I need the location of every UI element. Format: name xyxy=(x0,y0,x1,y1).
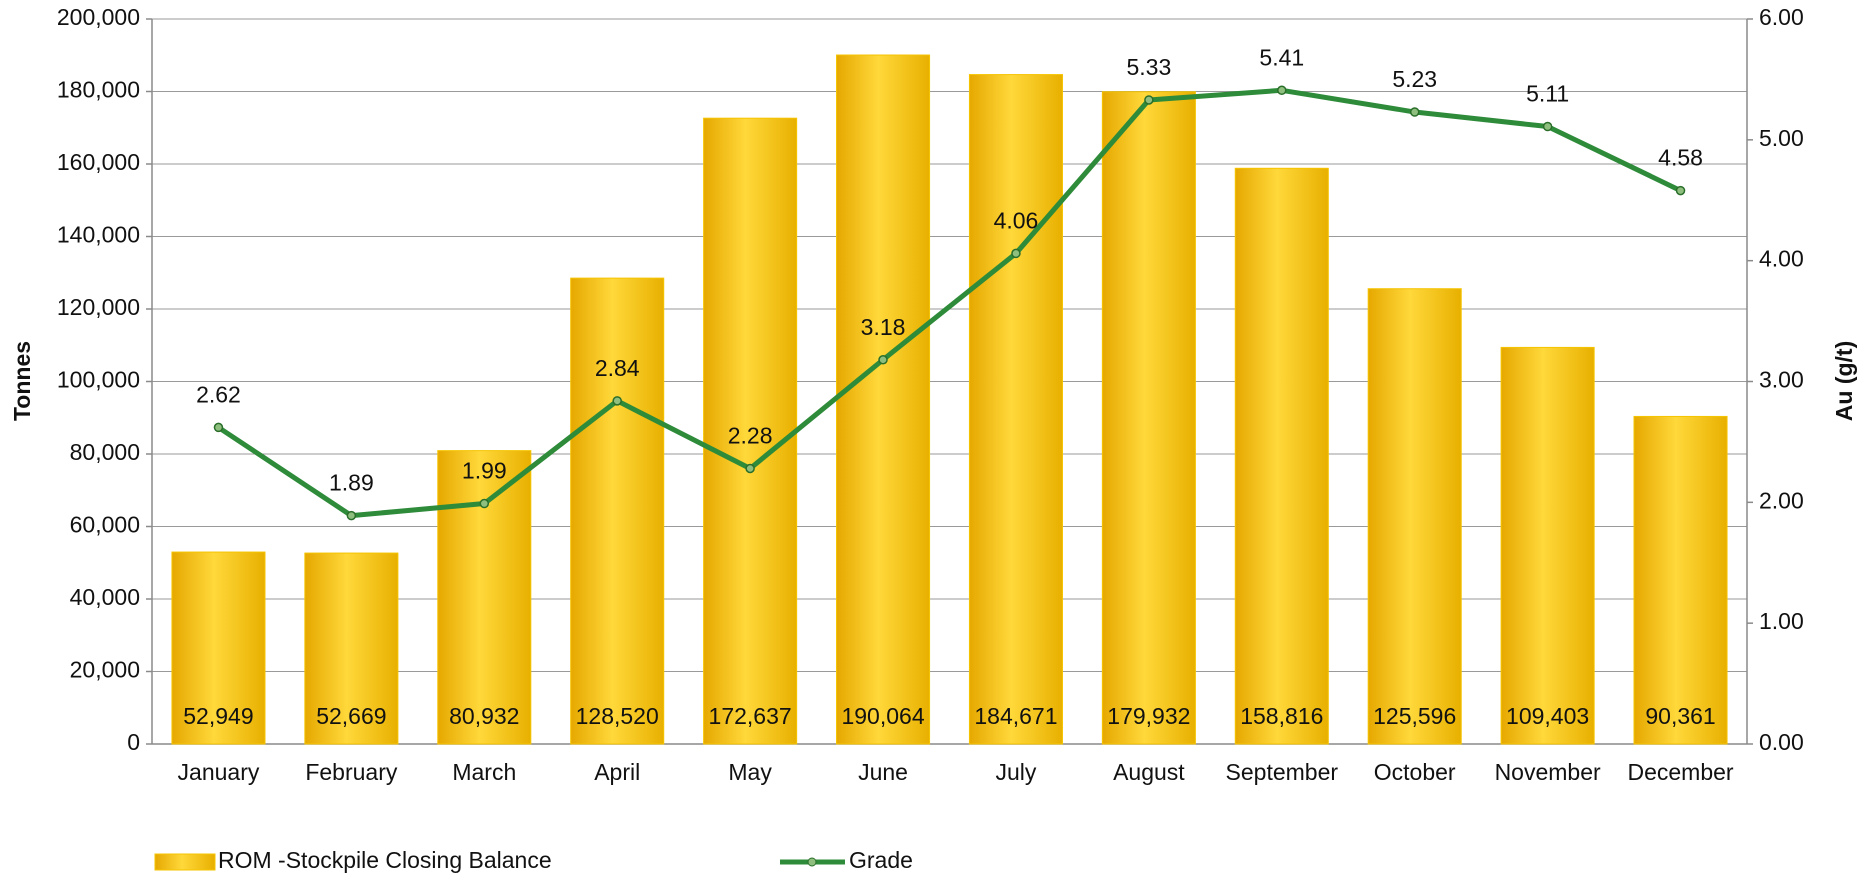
y-tick-label: 200,000 xyxy=(57,4,140,30)
grade-point xyxy=(1409,107,1420,117)
x-tick-label: March xyxy=(452,759,516,785)
bar xyxy=(1500,346,1595,745)
legend-label: Grade xyxy=(849,847,913,873)
bar-value-label: 109,403 xyxy=(1506,703,1589,729)
bar xyxy=(968,74,1063,745)
grade-point xyxy=(1277,85,1287,96)
bar xyxy=(437,450,532,745)
y-tick-label: 40,000 xyxy=(70,584,140,610)
x-tick-label: October xyxy=(1374,759,1456,785)
y-tick-label: 120,000 xyxy=(57,294,140,320)
y-tick-label: 60,000 xyxy=(70,512,140,538)
grade-value-label: 2.84 xyxy=(595,355,640,381)
grade-value-label: 4.58 xyxy=(1658,145,1703,171)
grade-line xyxy=(217,87,1682,519)
bar-value-label: 184,671 xyxy=(974,703,1057,729)
grade-point xyxy=(1542,121,1553,132)
grade-value-label: 2.28 xyxy=(728,423,773,449)
grade-value-label: 4.06 xyxy=(994,207,1039,233)
grade-point xyxy=(878,355,888,365)
y2-tick-label: 6.00 xyxy=(1759,4,1804,30)
grade-point xyxy=(346,510,357,521)
legend-marker xyxy=(807,857,817,867)
y2-tick-label: 1.00 xyxy=(1759,608,1804,634)
grade-value-label: 2.62 xyxy=(196,381,241,407)
x-tick-label: June xyxy=(858,759,908,785)
y2-tick-label: 2.00 xyxy=(1759,487,1804,513)
grade-point xyxy=(1011,248,1021,259)
bar-value-label: 52,669 xyxy=(316,703,386,729)
y-tick-label: 0 xyxy=(127,729,140,755)
bar-value-label: 158,816 xyxy=(1240,703,1323,729)
legend-swatch xyxy=(154,853,216,871)
x-tick-label: August xyxy=(1113,759,1185,785)
grade-point xyxy=(1144,95,1154,105)
y2-tick-label: 0.00 xyxy=(1759,729,1804,755)
x-tick-label: September xyxy=(1226,759,1339,785)
y-tick-label: 140,000 xyxy=(57,222,140,248)
y-axis-label: Tonnes xyxy=(9,341,35,421)
x-tick-label: November xyxy=(1495,759,1601,785)
bar-value-label: 190,064 xyxy=(841,703,924,729)
x-tick-label: April xyxy=(594,759,640,785)
y2-tick-label: 5.00 xyxy=(1759,125,1804,151)
grade-point xyxy=(1675,185,1686,196)
bar xyxy=(1633,415,1728,745)
y2-tick-label: 4.00 xyxy=(1759,246,1804,272)
y2-axis-label: Au (g/t) xyxy=(1831,341,1857,421)
bar xyxy=(703,117,798,745)
grade-value-label: 5.33 xyxy=(1126,54,1171,80)
grade-value-label: 5.11 xyxy=(1526,81,1569,107)
y2-tick-label: 3.00 xyxy=(1759,367,1804,393)
bar xyxy=(1101,91,1196,745)
grade-value-label: 1.89 xyxy=(329,470,374,496)
y-tick-label: 80,000 xyxy=(70,439,140,465)
x-tick-label: January xyxy=(178,759,260,785)
bar xyxy=(836,54,931,745)
grade-point xyxy=(612,396,622,406)
x-tick-label: February xyxy=(305,759,398,785)
grade-value-label: 5.23 xyxy=(1392,66,1437,92)
bar-value-label: 128,520 xyxy=(576,703,659,729)
bar-value-label: 80,932 xyxy=(449,703,519,729)
bar xyxy=(1367,288,1462,745)
y-tick-label: 100,000 xyxy=(57,367,140,393)
y-tick-label: 160,000 xyxy=(57,149,140,175)
bar-value-label: 125,596 xyxy=(1373,703,1456,729)
grade-point xyxy=(213,422,224,433)
x-tick-label: July xyxy=(996,759,1037,785)
y-tick-label: 20,000 xyxy=(70,657,140,683)
grade-value-label: 3.18 xyxy=(861,314,906,340)
legend-label: ROM -Stockpile Closing Balance xyxy=(218,847,552,873)
grade-point xyxy=(745,463,755,474)
bar xyxy=(304,552,399,745)
bar-value-label: 90,361 xyxy=(1645,703,1715,729)
bar-value-label: 172,637 xyxy=(709,703,792,729)
x-tick-label: May xyxy=(728,759,772,785)
grade-value-label: 1.99 xyxy=(462,458,507,484)
x-tick-label: December xyxy=(1627,759,1733,785)
y-tick-label: 180,000 xyxy=(57,77,140,103)
grade-value-label: 5.41 xyxy=(1259,44,1304,70)
bar-value-label: 179,932 xyxy=(1107,703,1190,729)
bar xyxy=(171,551,266,745)
bar xyxy=(1234,167,1329,745)
bar xyxy=(570,277,665,745)
bar-value-label: 52,949 xyxy=(183,703,253,729)
grade-point xyxy=(479,498,490,509)
